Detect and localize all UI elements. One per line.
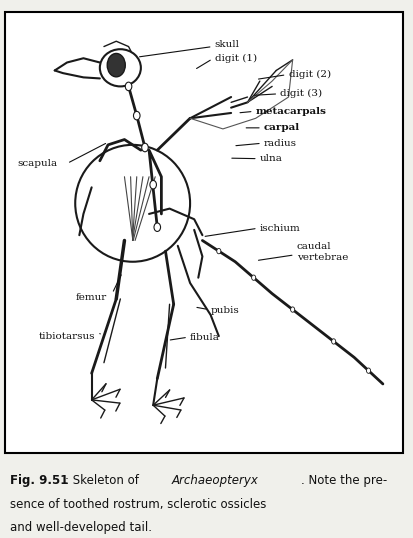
Text: caudal
vertebrae: caudal vertebrae xyxy=(297,242,348,262)
Text: digit (1): digit (1) xyxy=(215,54,257,63)
Text: skull: skull xyxy=(215,40,240,49)
Text: radius: radius xyxy=(264,139,297,148)
Bar xyxy=(5,12,404,453)
Text: Archaeopteryx: Archaeopteryx xyxy=(172,475,259,487)
Text: pubis: pubis xyxy=(211,306,240,315)
Circle shape xyxy=(142,143,148,152)
Text: ischium: ischium xyxy=(260,224,301,233)
Circle shape xyxy=(150,180,157,189)
Ellipse shape xyxy=(100,49,141,87)
Text: fibula: fibula xyxy=(190,332,220,342)
Text: digit (3): digit (3) xyxy=(280,89,323,98)
Text: ulna: ulna xyxy=(260,154,283,163)
Text: femur: femur xyxy=(75,293,107,302)
Circle shape xyxy=(291,307,295,312)
Circle shape xyxy=(332,339,336,344)
Circle shape xyxy=(154,223,161,231)
Text: digit (2): digit (2) xyxy=(289,70,331,79)
Circle shape xyxy=(125,82,132,91)
Text: tibiotarsus: tibiotarsus xyxy=(38,331,95,341)
Circle shape xyxy=(133,111,140,120)
Text: Fig. 9.51: Fig. 9.51 xyxy=(9,475,68,487)
Circle shape xyxy=(252,275,256,280)
Circle shape xyxy=(366,368,370,373)
Text: metacarpals: metacarpals xyxy=(256,107,327,116)
Circle shape xyxy=(107,53,125,77)
Text: carpal: carpal xyxy=(264,123,300,132)
Circle shape xyxy=(217,249,221,254)
Text: and well-developed tail.: and well-developed tail. xyxy=(9,521,152,534)
Text: . Note the pre-: . Note the pre- xyxy=(301,475,387,487)
Text: scapula: scapula xyxy=(18,159,58,168)
Text: : Skeleton of: : Skeleton of xyxy=(65,475,142,487)
Text: sence of toothed rostrum, sclerotic ossicles: sence of toothed rostrum, sclerotic ossi… xyxy=(9,498,266,511)
Ellipse shape xyxy=(75,145,190,262)
